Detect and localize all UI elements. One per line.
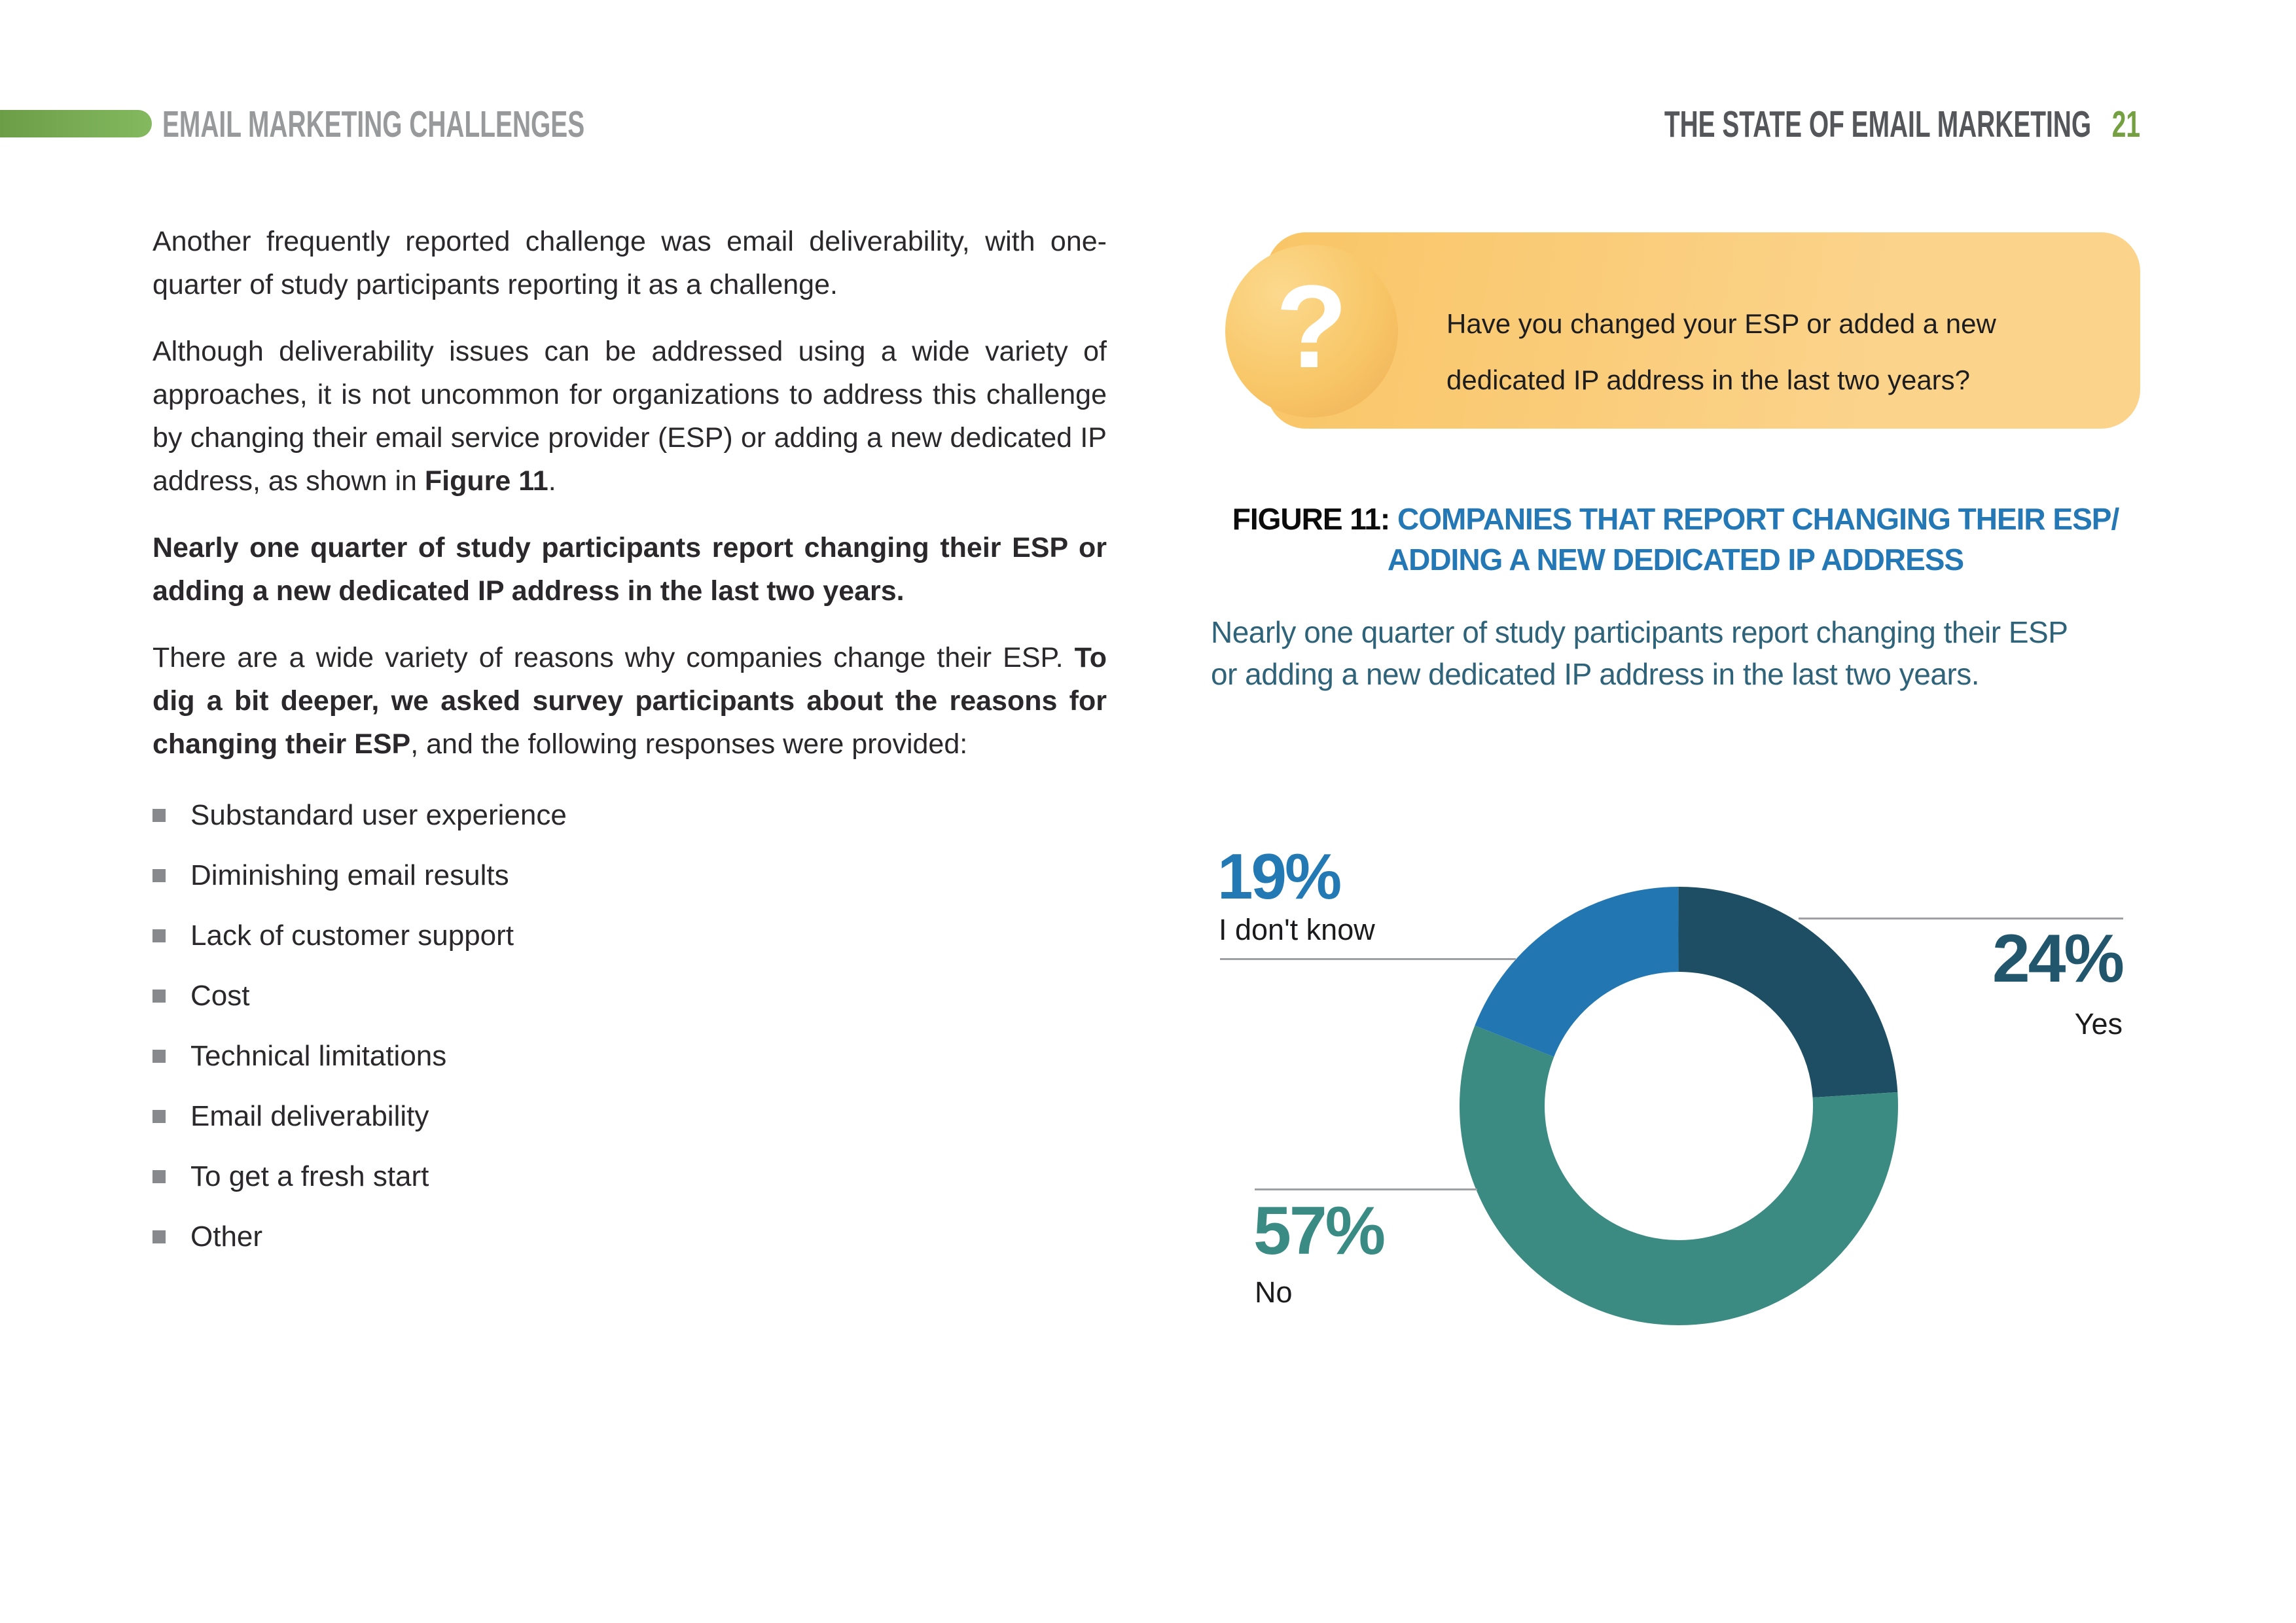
- question-badge: ?: [1225, 245, 1398, 418]
- section-accent-bar: [0, 110, 152, 137]
- donut-segment-no: [1460, 887, 1898, 1325]
- donut-chart-svg: [1460, 887, 1898, 1325]
- figure-caption: FIGURE 11: COMPANIES THAT REPORT CHANGIN…: [1211, 499, 2140, 580]
- label-idk-name: I don't know: [1219, 913, 1375, 946]
- paragraph-3-key-finding: Nearly one quarter of study participants…: [152, 526, 1107, 613]
- survey-question-line1: Have you changed your ESP or added a new: [1446, 308, 1996, 339]
- list-item-label: Email deliverability: [190, 1100, 429, 1132]
- label-yes-name: Yes: [2074, 1007, 2123, 1041]
- report-header: THE STATE OF EMAIL MARKETING 21: [1664, 106, 2140, 143]
- figure-subtitle-line2: or adding a new dedicated IP address in …: [1211, 657, 1980, 691]
- paragraph-4-end: , and the following responses were provi…: [410, 728, 968, 760]
- callout-line-no: [1255, 1188, 1477, 1190]
- list-item: Lack of customer support: [152, 920, 1107, 952]
- bullet-square-icon: [152, 1170, 166, 1183]
- paragraph-1: Another frequently reported challenge wa…: [152, 220, 1107, 306]
- list-item-label: Diminishing email results: [190, 859, 509, 891]
- label-idk-value: 19%: [1217, 840, 1342, 912]
- bullet-square-icon: [152, 1230, 166, 1243]
- article-body: Another frequently reported challenge wa…: [152, 220, 1107, 1281]
- bullet-square-icon: [152, 1050, 166, 1063]
- label-no-value: 57%: [1253, 1193, 1386, 1269]
- bullet-square-icon: [152, 809, 166, 822]
- survey-question-line2: dedicated IP address in the last two yea…: [1446, 365, 1971, 395]
- figure-subtitle: Nearly one quarter of study participants…: [1211, 611, 2068, 695]
- callout-line-yes: [1799, 918, 2123, 919]
- bullet-square-icon: [152, 990, 166, 1003]
- report-title: THE STATE OF EMAIL MARKETING: [1664, 103, 2092, 145]
- list-item: Technical limitations: [152, 1041, 1107, 1072]
- section-label: EMAIL MARKETING CHALLENGES: [162, 103, 585, 145]
- list-item-label: Lack of customer support: [190, 919, 514, 952]
- paragraph-2-text: Although deliverability issues can be ad…: [152, 336, 1107, 497]
- figure-title-line1: COMPANIES THAT REPORT CHANGING THEIR ESP…: [1390, 502, 2119, 536]
- label-no-name: No: [1255, 1275, 1293, 1309]
- paragraph-2-end: .: [548, 465, 556, 497]
- callout-line-idk: [1220, 958, 1516, 960]
- paragraph-1-text: Another frequently reported challenge wa…: [152, 226, 1107, 300]
- list-item: Email deliverability: [152, 1101, 1107, 1132]
- list-item-label: Technical limitations: [190, 1040, 447, 1072]
- bullet-square-icon: [152, 929, 166, 942]
- page-number: 21: [2111, 103, 2140, 145]
- paragraph-3-text: Nearly one quarter of study participants…: [152, 532, 1107, 607]
- paragraph-2: Although deliverability issues can be ad…: [152, 330, 1107, 503]
- label-yes-value: 24%: [1992, 921, 2125, 997]
- paragraph-4-bold: To dig a bit deeper, we asked survey par…: [152, 642, 1107, 760]
- bullet-square-icon: [152, 869, 166, 882]
- donut-chart: [1460, 887, 1898, 1325]
- figure-label: FIGURE 11:: [1232, 502, 1391, 536]
- list-item: Diminishing email results: [152, 860, 1107, 891]
- figure-reference: Figure 11: [424, 465, 548, 497]
- bullet-square-icon: [152, 1110, 166, 1123]
- question-mark-icon: ?: [1276, 261, 1348, 393]
- list-item: Other: [152, 1221, 1107, 1253]
- list-item-label: Cost: [190, 980, 250, 1012]
- paragraph-4-text: There are a wide variety of reasons why …: [152, 642, 1075, 673]
- list-item: To get a fresh start: [152, 1161, 1107, 1192]
- list-item: Substandard user experience: [152, 800, 1107, 831]
- figure-caption-line1: FIGURE 11: COMPANIES THAT REPORT CHANGIN…: [1211, 499, 2140, 539]
- figure-title-line2: ADDING A NEW DEDICATED IP ADDRESS: [1387, 543, 1964, 577]
- figure-subtitle-line1: Nearly one quarter of study participants…: [1211, 615, 2068, 649]
- donut-segment-idk: [1460, 887, 1898, 1325]
- list-item-label: Other: [190, 1221, 263, 1253]
- list-item-label: Substandard user experience: [190, 799, 567, 831]
- paragraph-4: There are a wide variety of reasons why …: [152, 636, 1107, 766]
- survey-question-text: Have you changed your ESP or added a new…: [1446, 296, 1996, 408]
- list-item: Cost: [152, 980, 1107, 1012]
- list-item-label: To get a fresh start: [190, 1160, 429, 1192]
- survey-question-callout: [1266, 232, 2140, 429]
- esp-change-reasons-list: Substandard user experience Diminishing …: [152, 800, 1107, 1253]
